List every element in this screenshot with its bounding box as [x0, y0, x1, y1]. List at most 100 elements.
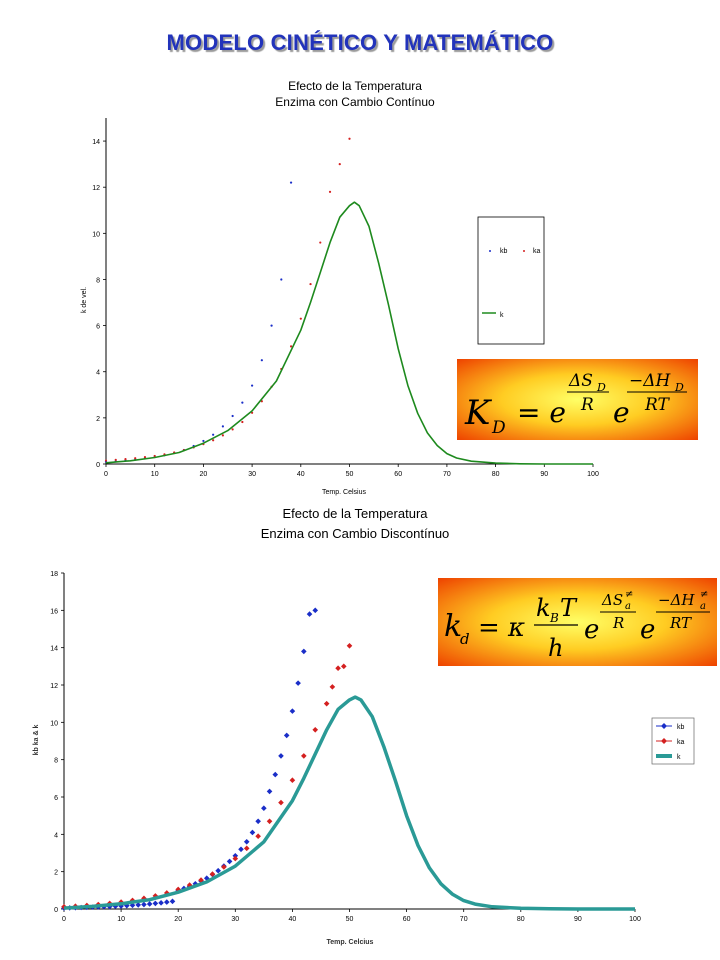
chart1-point-ka	[309, 282, 312, 286]
chart1-x-tick-label: 80	[492, 471, 500, 478]
chart2-y-tick-label: 0	[54, 907, 58, 914]
chart2-y-tick-label: 14	[50, 646, 58, 653]
chart2-x-tick-label: 50	[346, 916, 354, 923]
chart1-point-kb	[231, 414, 234, 418]
chart2-point-kb	[152, 900, 159, 907]
chart2-point-kb	[272, 771, 279, 778]
f2-exp2-num-sup: ≠	[700, 589, 708, 600]
chart2-point-ka	[312, 727, 319, 733]
chart1-x-tick-label: 70	[443, 471, 451, 478]
chart2-point-kb	[283, 732, 290, 739]
chart2-point-ka	[266, 818, 273, 825]
chart1-point-kb	[251, 384, 254, 387]
chart2-x-tick-label: 80	[517, 916, 525, 923]
f1-exp1-num-sub: D	[596, 381, 606, 394]
chart2-y-tick-label: 12	[50, 683, 58, 690]
f2-exp2-num-sub: a	[700, 601, 706, 612]
chart1-y-tick-label: 2	[96, 416, 100, 423]
chart2-point-kb	[266, 788, 273, 795]
chart2-xlabel: Temp. Celcius	[327, 939, 374, 946]
chart2-x-tick-label: 40	[289, 916, 297, 923]
legend2-k-label: k	[677, 754, 681, 761]
f1-exp2-den: RT	[644, 395, 671, 415]
chart1-point-kb	[212, 433, 215, 436]
chart1-x-tick-label: 20	[200, 471, 208, 478]
f2-lhs-sub: d	[460, 630, 470, 648]
f2-exp1-num-sup: ≠	[625, 589, 633, 600]
chart2-y-tick-label: 16	[50, 608, 58, 615]
f1-lhs: K	[464, 393, 493, 433]
chart1-point-kb	[289, 181, 293, 184]
chart1-point-ka	[241, 420, 244, 424]
chart1-x-tick-label: 0	[104, 471, 108, 478]
f2-frac-num-tail: T	[560, 594, 578, 622]
chart1-point-kb	[241, 401, 244, 404]
chart1-point-kb	[270, 324, 273, 327]
chart1-x-tick-label: 10	[151, 471, 159, 478]
chart2-point-kb	[163, 899, 170, 905]
chart2-point-kb	[215, 867, 221, 874]
chart2-point-ka	[340, 663, 347, 670]
f2-lhs: k	[444, 609, 462, 644]
chart1-point-ka	[338, 163, 341, 166]
chart1-point-ka	[231, 428, 234, 431]
chart1-point-ka	[143, 455, 147, 459]
chart2-point-ka	[255, 833, 261, 839]
chart1-point-ka	[124, 458, 127, 461]
f2-exp1-den: R	[612, 614, 624, 632]
chart2-point-ka	[243, 845, 250, 852]
chart2-point-ka	[209, 871, 216, 877]
f1-base2: e	[613, 396, 630, 429]
chart2-point-kb	[238, 846, 244, 853]
chart1-series-k-line	[105, 201, 593, 465]
f2-eq: = κ	[478, 613, 525, 643]
f2-frac-num-sub: B	[549, 611, 559, 625]
f1-exp2-num-sub: D	[674, 381, 684, 394]
chart2-y-tick-label: 2	[54, 870, 58, 877]
chart1-x-tick-label: 60	[394, 471, 402, 478]
chart2-point-kb	[255, 818, 261, 825]
chart2-y-tick-label: 4	[54, 832, 58, 839]
f1-exp1-den: R	[580, 395, 594, 415]
chart1-y-tick-label: 12	[92, 185, 100, 192]
chart2-point-kb	[295, 680, 301, 686]
chart2-point-ka	[289, 777, 296, 783]
legend-k-label: k	[500, 312, 504, 319]
chart2-y-tick-label: 6	[54, 795, 58, 802]
chart2-x-tick-label: 30	[231, 916, 239, 923]
chart2-point-ka	[346, 643, 353, 649]
f2-base2: e	[640, 615, 655, 645]
chart2-point-ka	[198, 877, 204, 883]
legend-kb-marker	[489, 250, 491, 252]
f2-base1: e	[584, 615, 599, 645]
chart2-point-kb	[278, 753, 284, 759]
chart2-legend: kb ka k	[651, 717, 695, 765]
formula-kd-discontinuous: k d = κ k B T h e ΔS ≠ a R e −ΔH ≠ a RT	[438, 578, 717, 666]
chart2-point-ka	[163, 890, 170, 896]
chart1-point-ka	[319, 241, 322, 244]
formula-kd-continuous: K D = e ΔS D R e −ΔH D RT	[457, 359, 698, 440]
f2-exp2-num: −ΔH	[658, 591, 695, 609]
chart1-point-ka	[104, 459, 108, 462]
chart1-point-ka	[289, 345, 293, 348]
chart2-x-tick-label: 100	[629, 916, 641, 923]
legend2-kb-label: kb	[677, 724, 685, 731]
chart2-point-kb	[146, 901, 153, 907]
chart2-x-tick-label: 90	[574, 916, 582, 923]
chart2-point-kb	[141, 901, 147, 908]
chart1-title: Efecto de la Temperatura	[288, 79, 422, 93]
chart1-x-tick-label: 100	[587, 471, 599, 478]
chart2-y-tick-label: 18	[50, 571, 58, 578]
f1-eq: = e	[517, 396, 566, 429]
legend-ka-label: ka	[533, 248, 541, 255]
chart1-point-ka	[299, 317, 302, 320]
chart2-point-kb	[261, 805, 267, 811]
chart1-x-tick-label: 50	[346, 471, 354, 478]
chart1-y-tick-label: 8	[96, 277, 100, 284]
chart2-point-kb	[158, 900, 164, 906]
chart1-point-kb	[260, 359, 263, 362]
chart1-y-tick-label: 14	[92, 139, 100, 146]
chart2-point-ka	[152, 893, 159, 899]
f2-frac-num: k	[536, 594, 551, 622]
